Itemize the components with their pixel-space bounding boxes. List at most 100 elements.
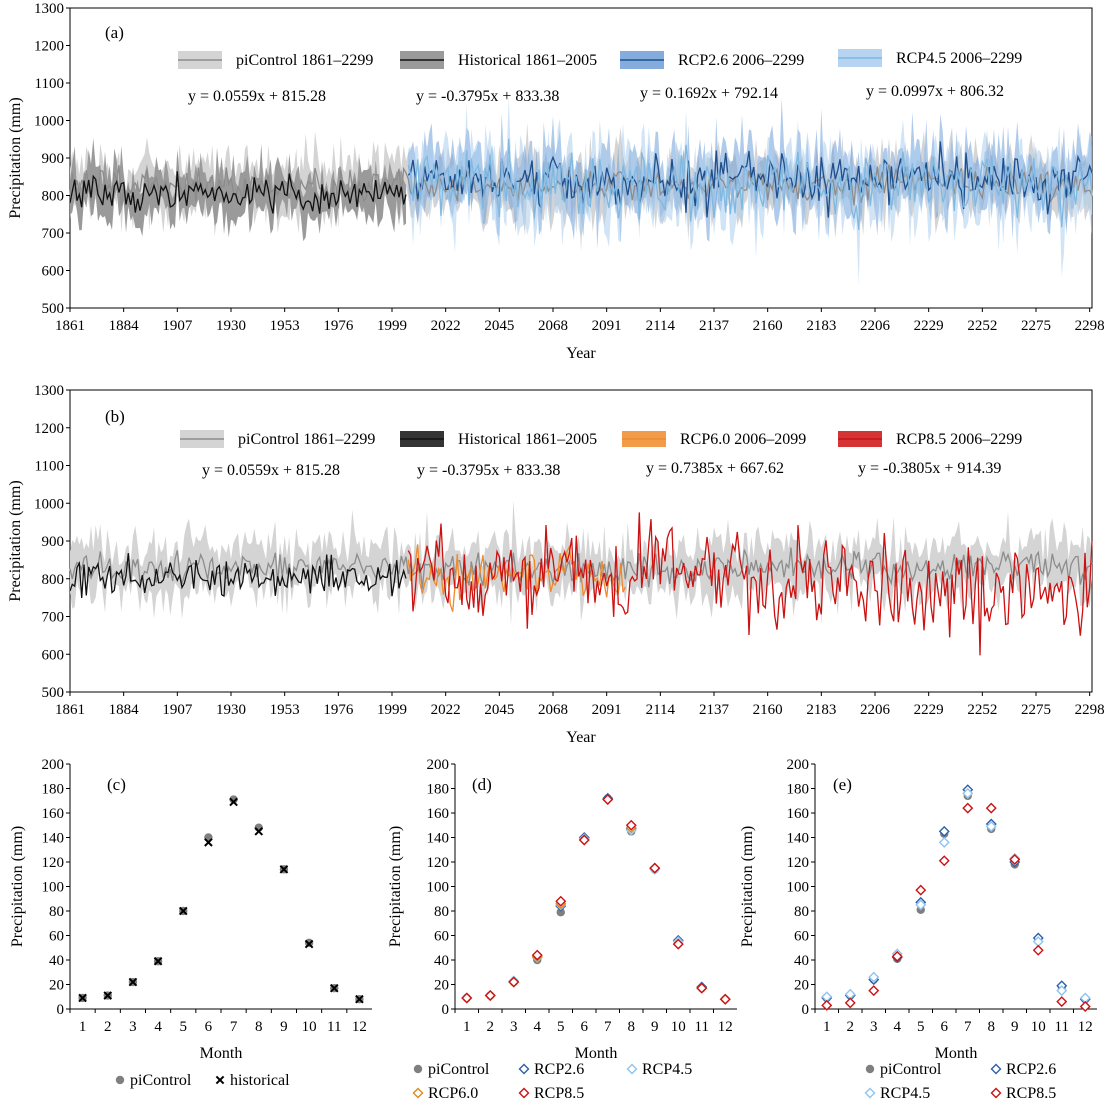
data-point	[484, 990, 496, 1002]
y-tick-label: 1200	[34, 39, 64, 55]
legend-marker	[864, 1087, 876, 1099]
y-axis-label: Precipitation (mm)	[739, 826, 756, 947]
x-tick-label: 6	[941, 1019, 949, 1035]
data-point-stroke	[304, 939, 314, 949]
data-point	[844, 997, 856, 1009]
x-tick-label: 6	[581, 1019, 589, 1035]
legend-entry: piControl	[115, 1072, 192, 1089]
x-tick-label: 2252	[967, 318, 997, 334]
y-tick-label: 1100	[35, 459, 64, 475]
x-tick-label: 4	[894, 1019, 902, 1035]
y-tick-label: 1300	[34, 1, 64, 17]
y-tick-label: 180	[427, 782, 450, 798]
y-tick-label: 40	[434, 953, 449, 969]
legend-entry: RCP4.5	[864, 1085, 930, 1102]
data-point-stroke	[103, 991, 113, 1000]
legend-marker	[115, 1075, 125, 1085]
y-axis-label: Precipitation (mm)	[9, 826, 26, 947]
y-tick-label: 180	[42, 782, 65, 798]
x-tick-label: 11	[695, 1019, 709, 1035]
y-tick-label: 80	[794, 904, 809, 920]
regression-equation: y = -0.3795x + 833.38	[416, 88, 559, 105]
x-tick-label: 2298	[1075, 318, 1105, 334]
x-tick-label: 10	[302, 1019, 317, 1035]
data-point	[915, 899, 927, 911]
legend-marker	[518, 1087, 530, 1099]
series-picontrol	[78, 795, 364, 1004]
legend-entry: RCP6.0	[412, 1085, 478, 1102]
x-tick-label: 2160	[753, 318, 783, 334]
legend-label: RCP6.0	[428, 1085, 478, 1102]
legend-marker	[518, 1063, 530, 1075]
x-axis-label: Month	[935, 1045, 978, 1062]
series-historical	[78, 797, 364, 1004]
x-tick-label: 2229	[914, 318, 944, 334]
legend-label: piControl	[880, 1061, 942, 1078]
series-rcp8-5	[821, 802, 1091, 1013]
y-tick-label: 180	[787, 782, 810, 798]
x-tick-label: 6	[205, 1019, 213, 1035]
series-lines	[69, 138, 1093, 230]
series-rcp4-5	[821, 787, 1091, 1004]
y-tick-label: 100	[787, 880, 810, 896]
line-r85	[407, 512, 1093, 656]
data-point-stroke	[254, 827, 264, 836]
y-tick-label: 100	[42, 880, 65, 896]
y-tick-label: 1100	[35, 76, 64, 92]
x-tick-label: 7	[964, 1019, 972, 1035]
data-point-stroke	[153, 956, 163, 966]
y-tick-label: 80	[434, 904, 449, 920]
x-tick-label: 5	[917, 1019, 925, 1035]
panel-b: 500 600 700 800 900 1000 1100 1200 1300 1861 1884 1…	[7, 383, 1105, 746]
x-tick-label: 2206	[860, 702, 891, 718]
data-point-stroke	[355, 994, 364, 1004]
x-tick-label: 11	[327, 1019, 341, 1035]
x-tick-label: 2068	[538, 318, 568, 334]
x-tick-label: 9	[280, 1019, 288, 1035]
data-point-stroke	[229, 797, 238, 807]
data-point	[229, 797, 238, 807]
data-point	[1032, 944, 1044, 956]
x-tick-label: 9	[1011, 1019, 1019, 1035]
series-rcp2-6	[461, 792, 731, 1005]
legend-entry: RCP8.5	[518, 1085, 584, 1102]
panel-label: (c)	[107, 775, 126, 794]
x-axis-label: Year	[566, 729, 596, 746]
legend-entry-r26: RCP2.6 2006–2299	[620, 51, 804, 69]
x-tick-label: 9	[651, 1019, 659, 1035]
series-bands	[70, 500, 1092, 626]
data-point	[229, 795, 238, 804]
x-tick-label: 2068	[538, 702, 568, 718]
regression-equation: y = 0.0559x + 815.28	[202, 462, 340, 479]
x-tick-label: 4	[154, 1019, 162, 1035]
x-tick-label: 2183	[806, 702, 836, 718]
data-point	[868, 985, 880, 997]
x-tick-label: 1999	[377, 702, 407, 718]
series-picontrol	[462, 794, 730, 1004]
data-point	[103, 991, 113, 1000]
x-tick-label: 1930	[216, 702, 246, 718]
legend-marker	[412, 1087, 424, 1099]
legend-label: RCP4.5 2006–2299	[896, 50, 1022, 67]
legend-label: RCP8.5 2006–2299	[896, 431, 1022, 448]
x-tick-label: 2298	[1075, 702, 1105, 718]
data-point	[556, 908, 565, 917]
legend-entry: RCP2.6	[518, 1061, 584, 1078]
x-tick-label: 2229	[914, 702, 944, 718]
data-point-stroke	[78, 993, 87, 1003]
line-pic	[69, 547, 1093, 589]
x-tick-label: 3	[129, 1019, 137, 1035]
x-tick-label: 1976	[323, 318, 354, 334]
y-tick-label: 500	[42, 685, 65, 701]
x-tick-label: 1999	[377, 318, 407, 334]
y-tick-label: 0	[802, 1002, 810, 1018]
series-picontrol	[822, 791, 1090, 1004]
y-axis-label: Precipitation (mm)	[7, 480, 24, 601]
legend-label: RCP4.5	[880, 1085, 930, 1102]
legend-label: Historical 1861–2005	[458, 52, 597, 69]
y-tick-label: 140	[787, 831, 810, 847]
y-tick-label: 160	[42, 806, 65, 822]
x-tick-label: 2022	[431, 702, 461, 718]
data-point	[153, 956, 163, 966]
